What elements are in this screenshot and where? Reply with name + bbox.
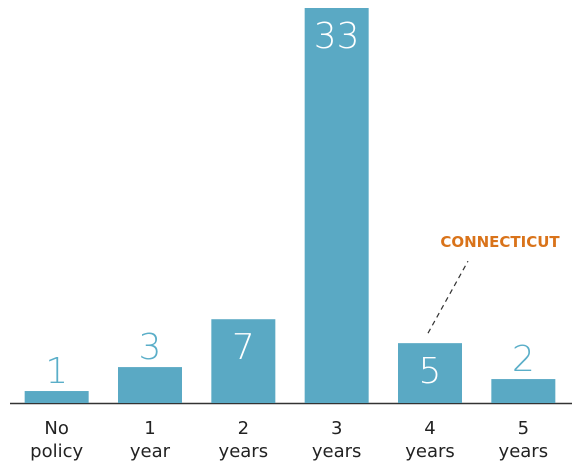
value-label: 33 <box>314 16 360 57</box>
value-label: 5 <box>419 351 442 392</box>
value-label: 3 <box>139 327 162 368</box>
x-tick-label: 3 years <box>312 418 362 462</box>
x-tick-label: 2 years <box>219 418 269 462</box>
x-tick-label: 1 year <box>130 418 171 462</box>
bar <box>491 379 556 403</box>
x-tick-label: 5 years <box>499 418 549 462</box>
bar <box>211 319 276 403</box>
value-label: 1 <box>45 351 68 392</box>
annotation: CONNECTICUT <box>440 233 560 251</box>
annotation-leader <box>427 260 469 334</box>
x-tick-label: No policy <box>30 418 83 462</box>
bar <box>398 343 462 403</box>
value-label: 2 <box>512 339 535 380</box>
bar <box>24 391 89 403</box>
x-tick-label: 4 years <box>405 418 455 462</box>
bar <box>118 367 182 403</box>
bar <box>304 8 369 403</box>
value-label: 7 <box>232 327 255 368</box>
